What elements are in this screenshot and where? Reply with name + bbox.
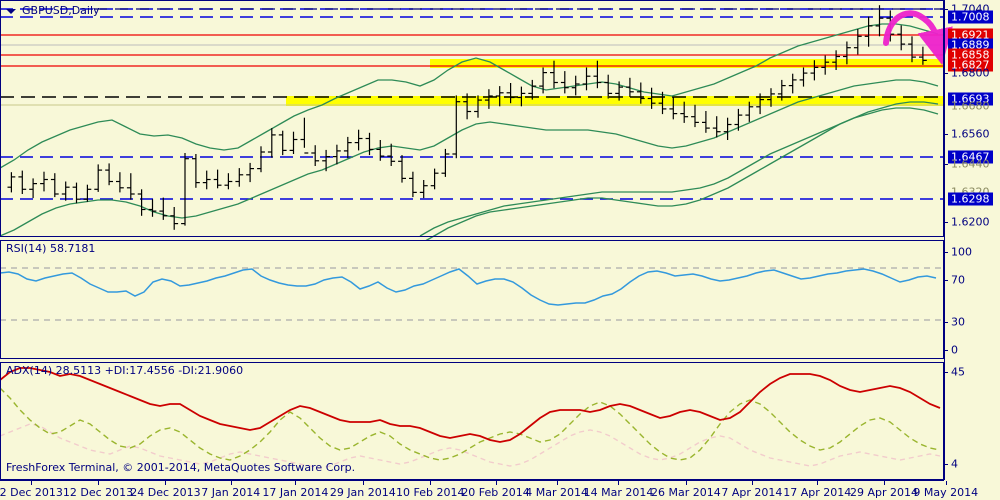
forecast-arrow (883, 10, 953, 66)
date-axis-label: 7 Jan 2014 (201, 486, 261, 499)
scale-tick-1.6560: 1.6560 (951, 127, 990, 141)
rsi-scale-70: 70 (951, 273, 965, 287)
ohlc-bars (7, 5, 927, 230)
date-axis-tick (295, 481, 297, 485)
price-scale-axis (944, 0, 945, 480)
date-axis-label: 7 Apr 2014 (721, 486, 783, 499)
date-axis-tick (685, 481, 687, 485)
plus-di-line (0, 387, 941, 461)
scale-tick-1.6680: 1.6680 (951, 99, 990, 113)
date-axis-label: 24 Dec 2013 (130, 486, 201, 499)
date-axis-tick (430, 481, 432, 485)
date-axis-tick (618, 481, 620, 485)
date-axis-tick (230, 481, 232, 485)
bollinger-middle (0, 79, 939, 237)
rsi-panel[interactable]: RSI(14) 58.7181 (0, 240, 944, 358)
adx-scale-4: 4 (951, 457, 958, 471)
status-bar: FreshForex Terminal, © 2001-2014, MetaQu… (6, 461, 356, 474)
support-zone-band (286, 96, 944, 106)
rsi-scale-0: 0 (951, 343, 958, 357)
scale-label-1.6693: 1.6693 (948, 92, 993, 106)
scale-label-1.6298: 1.6298 (948, 192, 993, 206)
date-axis-label: 10 Feb 2014 (396, 486, 465, 499)
date-axis-label: 29 Apr 2014 (849, 486, 918, 499)
rsi-scale-30: 30 (951, 315, 965, 329)
rsi-chart-svg (0, 267, 944, 321)
chart-title-marker (6, 9, 16, 14)
date-axis-tick (883, 481, 885, 485)
scale-label-1.6827: 1.6827 (948, 58, 993, 72)
scale-tick-1.6800: 1.6800 (951, 66, 990, 80)
rsi-indicator-label: RSI(14) 58.7181 (6, 242, 96, 255)
date-axis-label: 29 Jan 2014 (329, 486, 396, 499)
date-axis-tick (817, 481, 819, 485)
scale-tick-1.6440: 1.6440 (951, 157, 990, 171)
resistance-zone-band (430, 59, 944, 68)
scale-tick-1.6200: 1.6200 (951, 215, 990, 229)
date-axis-label: 20 Feb 2014 (461, 486, 530, 499)
adx-indicator-label: ADX(14) 28.5113 +DI:17.4556 -DI:21.9060 (6, 364, 244, 377)
date-axis-tick (945, 481, 947, 485)
date-axis-line (0, 480, 944, 481)
scale-label-1.6858: 1.6858 (948, 48, 993, 62)
adx-panel[interactable]: ADX(14) 28.5113 +DI:17.4556 -DI:21.9060 (0, 362, 944, 480)
date-axis-label: 12 Dec 2013 (62, 486, 134, 499)
date-axis-tick (495, 481, 497, 485)
adx-scale-45: 45 (951, 365, 965, 379)
date-axis-label: 9 May 2014 (913, 486, 979, 499)
date-axis-label: 2 Dec 2013 (0, 486, 63, 499)
date-axis-tick (98, 481, 99, 485)
page-title: GBPUSD,Daily (22, 4, 100, 17)
price-scale[interactable]: 1.7040 1.7008 1.6921 1.6889 1.6858 1.682… (944, 0, 1000, 500)
date-axis-tick (556, 481, 558, 485)
date-axis-tick (751, 481, 753, 485)
date-axis-label: 17 Apr 2014 (783, 486, 852, 499)
date-axis-label: 17 Jan 2014 (262, 486, 329, 499)
rsi-scale-100: 100 (951, 245, 972, 259)
price-panel[interactable]: GBPUSD,Daily (0, 0, 953, 301)
date-axis-label: 26 Mar 2014 (651, 486, 721, 499)
adx-line (0, 367, 941, 443)
date-axis-tick (31, 481, 33, 485)
rsi-line (0, 268, 937, 306)
scale-label-1.6889: 1.6889 (948, 38, 993, 52)
date-axis-label: 4 Mar 2014 (525, 486, 589, 499)
date-axis-tick (165, 481, 167, 485)
date-axis-tick (362, 481, 364, 485)
date-axis-label: 14 Mar 2014 (583, 486, 654, 499)
scale-label-1.6467: 1.6467 (948, 150, 993, 164)
bollinger-upper (0, 23, 939, 169)
bollinger-lower-band2 (419, 101, 939, 237)
scale-label-1.6921: 1.6921 (948, 28, 993, 42)
scale-label-1.7008: 1.7008 (948, 10, 993, 24)
price-chart-svg (0, 5, 953, 301)
adx-chart-svg (0, 367, 941, 469)
